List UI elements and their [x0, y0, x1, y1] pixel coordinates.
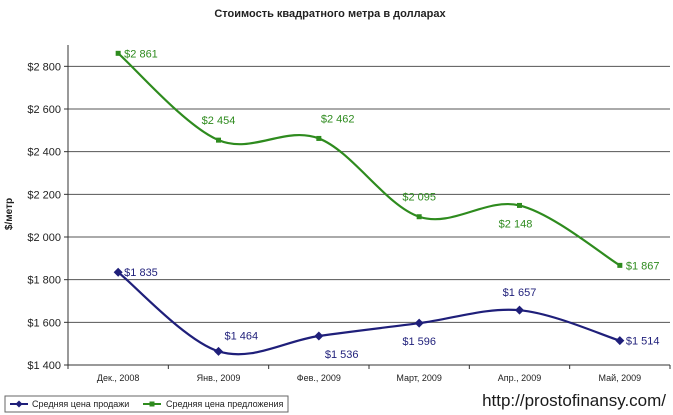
marker-sale-point — [113, 267, 123, 277]
series-layer — [113, 50, 625, 356]
legend: Средняя цена продажи Средняя цена предло… — [4, 395, 289, 413]
legend-label-offer: Средняя цена предложения — [166, 399, 284, 409]
y-tick-label: $2 800 — [27, 61, 61, 73]
data-label-offer: $2 148 — [499, 218, 533, 230]
x-tick-label: Май, 2009 — [599, 373, 642, 383]
data-label-sale: $1 596 — [402, 336, 436, 348]
data-labels: $1 835 $1 464 $1 536 $1 596 $1 657 $1 514 $2 8… — [124, 48, 659, 361]
y-tick-label: $2 000 — [27, 232, 61, 244]
marker-sale-point — [615, 336, 625, 346]
chart-title: Стоимость квадратного метра в долларах — [214, 8, 446, 20]
data-label-offer: $1 867 — [626, 260, 660, 272]
data-label-offer: $2 462 — [321, 113, 355, 125]
data-label-sale: $1 464 — [225, 330, 259, 342]
marker-offer-point — [416, 214, 422, 220]
data-label-sale: $1 835 — [124, 267, 158, 279]
axes: $1 400 $1 600 $1 800 $2 000 $2 200 $2 400 $2 6… — [27, 45, 671, 383]
data-label-offer: $2 095 — [402, 192, 436, 204]
marker-sale-point — [314, 331, 324, 341]
y-tick-label: $2 400 — [27, 147, 61, 159]
marker-offer-point — [316, 135, 322, 141]
x-tick-label: Дек., 2008 — [97, 373, 140, 383]
data-label-sale: $1 536 — [325, 349, 359, 361]
marker-sale-point — [515, 305, 524, 315]
series-line-sale — [117, 271, 621, 356]
series-line-offer — [117, 52, 621, 267]
data-label-offer: $2 861 — [124, 48, 158, 60]
data-label-offer: $2 454 — [202, 115, 236, 127]
marker-offer-point — [517, 202, 522, 208]
x-tick-label: Янв., 2009 — [197, 373, 241, 383]
y-axis-label: $/метр — [4, 198, 15, 230]
grid-lines — [68, 65, 670, 323]
marker-offer-point — [216, 137, 221, 143]
marker-offer-point — [617, 262, 623, 268]
legend-marker-offer — [149, 401, 155, 407]
y-tick-label: $1 800 — [27, 275, 61, 287]
data-label-sale: $1 657 — [503, 287, 537, 299]
legend-label-sale: Средняя цена продажи — [32, 399, 129, 409]
y-tick-label: $1 400 — [27, 360, 61, 372]
y-tick-label: $2 200 — [27, 189, 61, 201]
marker-offer-point — [115, 50, 121, 56]
marker-sale-point — [214, 346, 223, 356]
watermark-url: http://prostofinansy.com/ — [482, 391, 666, 410]
data-label-sale: $1 514 — [626, 336, 660, 348]
x-tick-label: Апр., 2009 — [498, 373, 541, 383]
y-tick-label: $1 600 — [27, 317, 61, 329]
x-tick-label: Март, 2009 — [396, 373, 442, 383]
y-tick-label: $2 600 — [27, 104, 61, 116]
marker-sale-point — [414, 318, 424, 328]
x-tick-label: Фев., 2009 — [297, 373, 341, 383]
legend-marker-sale — [15, 400, 23, 408]
